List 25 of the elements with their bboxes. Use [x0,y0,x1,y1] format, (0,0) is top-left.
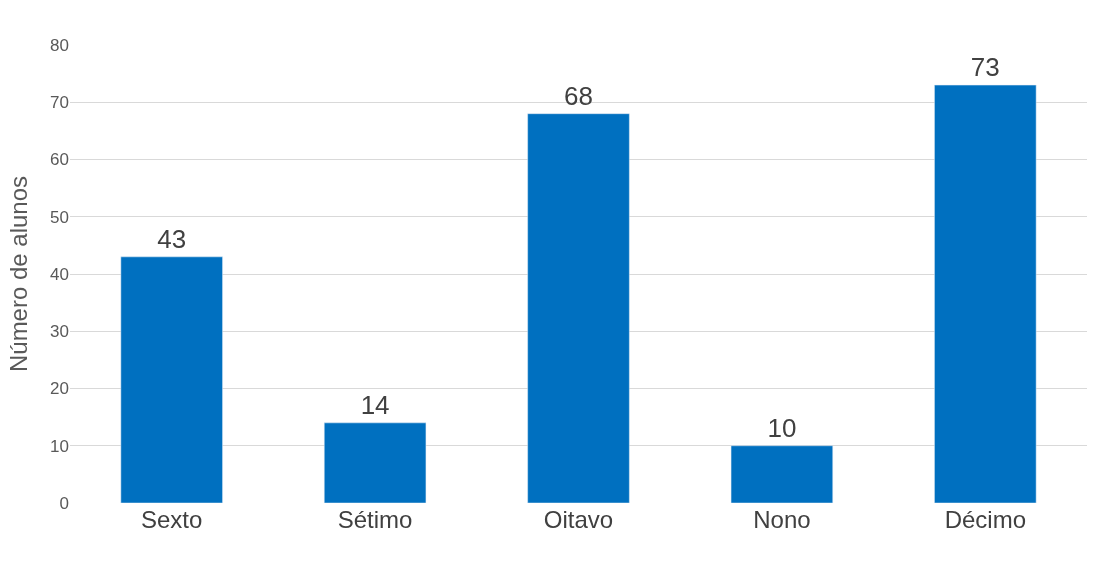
y-axis-title: Número de alunos [5,175,33,373]
x-tick-label: Sexto [141,506,203,533]
y-tick-label: 80 [50,35,69,55]
y-tick-label: 20 [50,379,69,399]
bar [120,256,223,503]
y-tick-label: 60 [50,150,69,170]
x-tick-label: Nono [753,506,811,533]
y-tick-label: 30 [50,322,69,342]
bar [324,422,427,503]
y-tick-label: 0 [59,493,69,513]
y-tick-label: 50 [50,207,69,227]
bar [730,445,833,503]
data-label: 10 [767,412,797,443]
bar [934,84,1037,503]
data-label: 68 [564,80,593,111]
y-tick-label: 40 [50,264,69,284]
y-tick-label: 10 [50,436,69,456]
bar [527,113,630,503]
x-tick-label: Oitavo [543,506,614,533]
data-label: 73 [970,52,1000,83]
data-label: 43 [157,223,187,254]
x-tick-label: Sétimo [337,506,413,533]
x-tick-label: Décimo [944,506,1026,533]
data-label: 14 [360,389,390,420]
y-tick-label: 70 [50,93,69,113]
